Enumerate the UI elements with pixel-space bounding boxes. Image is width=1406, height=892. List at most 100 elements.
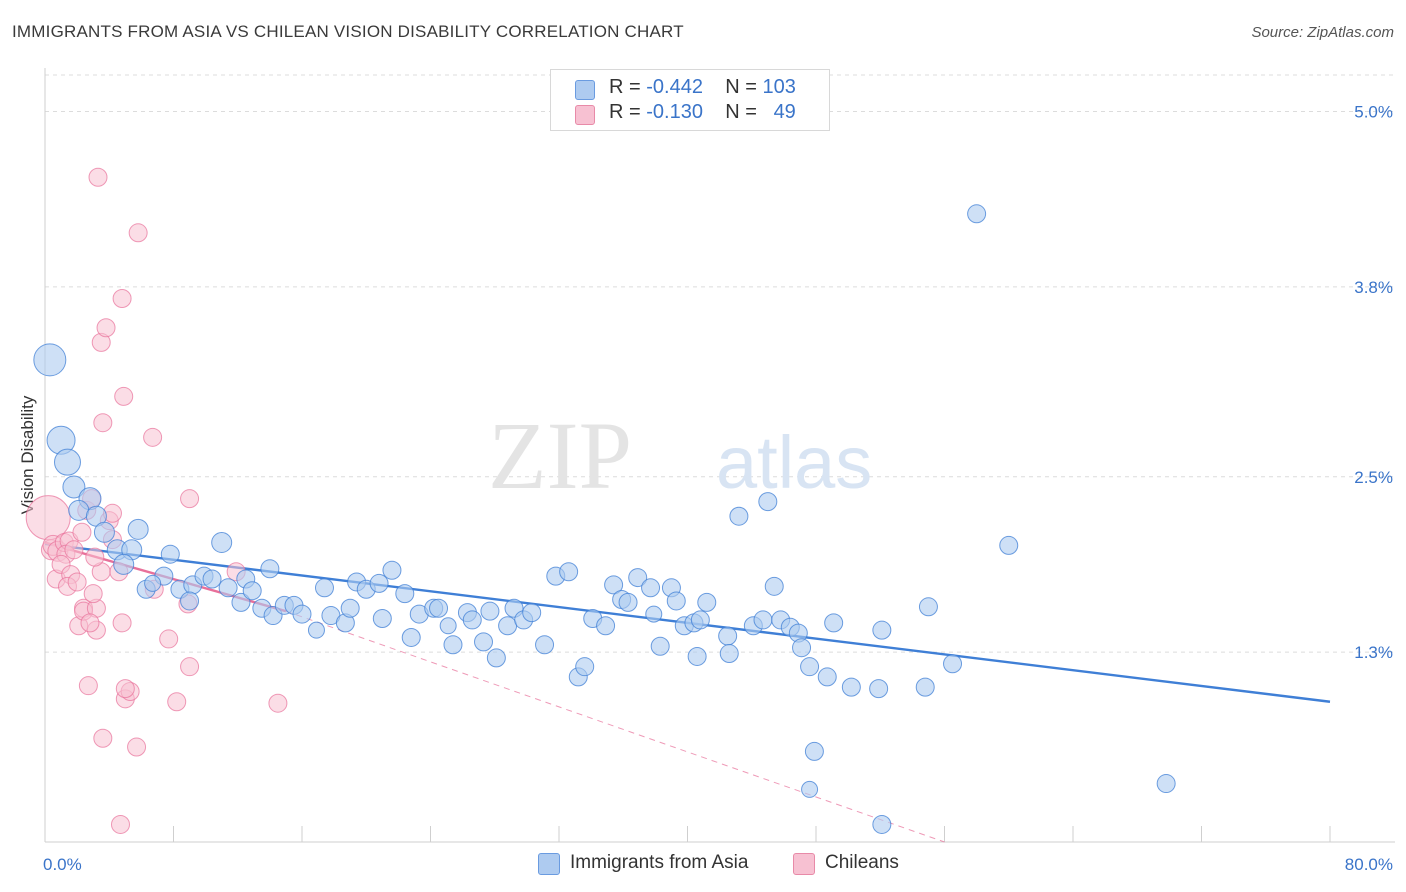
data-point-asia [1156, 774, 1176, 794]
trend-line-chile-extended [285, 610, 945, 843]
y-tick-label: 5.0% [1354, 103, 1393, 122]
data-point-asia [719, 644, 739, 664]
data-point-asia [817, 667, 837, 687]
data-points [25, 167, 1176, 834]
data-point-asia [758, 492, 778, 512]
data-point-asia [439, 617, 457, 635]
data-point-chilean [112, 289, 132, 309]
x-tick-label: 0.0% [43, 855, 82, 874]
data-point-asia [999, 535, 1019, 555]
data-point-asia [480, 601, 500, 621]
data-point-chilean [159, 629, 179, 649]
trend-lines [44, 541, 1331, 843]
legend-swatch-asia [575, 80, 595, 100]
data-point-asia [792, 638, 812, 658]
data-point-asia [218, 578, 238, 598]
data-point-asia [231, 592, 251, 612]
data-point-chilean [80, 613, 100, 633]
data-point-asia [242, 581, 262, 601]
data-point-asia [596, 616, 616, 636]
watermark-atlas: atlas [716, 421, 872, 504]
data-point-asia [429, 598, 449, 618]
data-point-chilean [83, 584, 103, 604]
data-point-chilean [64, 540, 84, 560]
correlation-legend: R = -0.442 N = 103 R = -0.130 N = 49 [550, 69, 830, 131]
legend-swatch-chile [575, 105, 595, 125]
data-point-chilean [67, 572, 87, 592]
data-point-asia [943, 654, 963, 674]
x-tick-label: 80.0% [1345, 855, 1393, 874]
data-point-asia [628, 568, 648, 588]
data-point-asia [462, 610, 482, 630]
legend-r-value: -0.130 [646, 101, 703, 123]
data-point-asia [260, 559, 280, 579]
data-point-asia [918, 597, 938, 617]
data-point-asia [93, 521, 115, 543]
bottom-legend-label-chile: Chileans [825, 852, 899, 873]
watermark: ZIP atlas [488, 402, 872, 509]
data-point-chilean [143, 427, 163, 447]
data-point-asia [718, 626, 738, 646]
data-point-asia [340, 598, 360, 618]
data-point-asia [645, 605, 663, 623]
data-point-asia [575, 657, 595, 677]
data-point-asia [872, 814, 892, 834]
data-point-asia [314, 578, 334, 598]
data-point-asia [687, 646, 707, 666]
data-point-asia [697, 592, 717, 612]
data-point-chilean [88, 167, 108, 187]
legend-r-label: R = [609, 76, 641, 98]
data-point-asia [372, 608, 392, 628]
data-point-chilean [180, 489, 200, 509]
tick-labels: 1.3% 2.5% 3.8% 5.0% 0.0% 80.0% [43, 103, 1393, 874]
data-point-asia [641, 578, 661, 598]
data-point-chilean [110, 814, 130, 834]
data-point-asia [841, 677, 861, 697]
data-point-asia [292, 604, 312, 624]
data-point-asia [604, 575, 624, 595]
legend-n-label: N = [725, 101, 757, 123]
legend-r-value: -0.442 [646, 76, 703, 98]
y-tick-label: 1.3% [1354, 643, 1393, 662]
data-point-asia [180, 591, 200, 611]
data-point-chilean [268, 693, 288, 713]
data-point-asia [804, 741, 824, 761]
data-point-asia [764, 576, 784, 596]
bottom-legend-swatch-asia [538, 853, 560, 875]
data-point-asia [443, 635, 463, 655]
data-point-asia [967, 204, 987, 224]
data-point-asia [690, 610, 710, 630]
data-point-asia [535, 635, 555, 655]
axes [44, 68, 1395, 843]
data-point-chilean [93, 728, 113, 748]
y-tick-label: 3.8% [1354, 278, 1393, 297]
data-point-asia [68, 499, 90, 521]
data-point-chilean [180, 657, 200, 677]
data-point-asia [559, 562, 579, 582]
data-point-chilean [167, 692, 187, 712]
data-point-asia [801, 780, 819, 798]
data-point-chilean [96, 318, 116, 338]
data-point-chilean [78, 676, 98, 696]
legend-r-label: R = [609, 101, 641, 123]
legend-n-value: 49 [773, 101, 796, 123]
data-point-asia [211, 532, 233, 554]
data-point-asia [650, 636, 670, 656]
data-point-asia [522, 603, 542, 623]
data-point-asia [395, 584, 415, 604]
data-point-asia [369, 573, 389, 593]
bottom-legend-label-asia: Immigrants from Asia [570, 852, 749, 873]
source-label: Source: ZipAtlas.com [1251, 24, 1394, 41]
data-point-chilean [112, 613, 132, 633]
data-point-asia [53, 448, 81, 476]
data-point-chilean [114, 386, 134, 406]
data-point-asia [729, 506, 749, 526]
data-point-chilean [72, 522, 92, 542]
data-point-chilean [127, 737, 147, 757]
data-point-asia [872, 620, 892, 640]
data-point-asia [33, 343, 67, 377]
watermark-zip: ZIP [488, 402, 632, 509]
data-point-asia [800, 657, 820, 677]
data-point-asia [618, 592, 638, 612]
